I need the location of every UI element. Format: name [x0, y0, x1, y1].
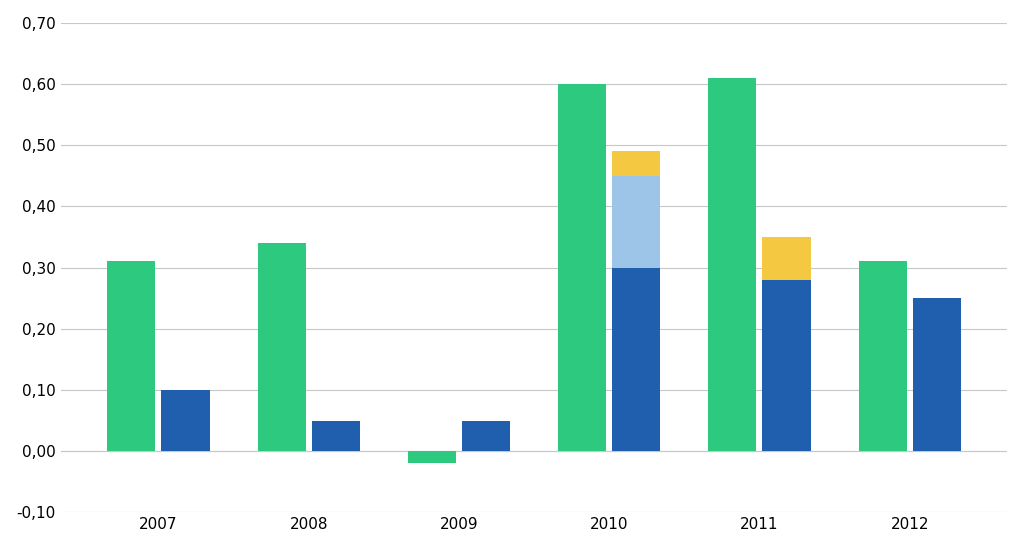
Bar — [408, 451, 456, 463]
Bar — [612, 151, 660, 176]
Bar — [162, 390, 210, 451]
Bar — [912, 298, 961, 451]
Bar — [108, 261, 156, 451]
Bar — [612, 176, 660, 267]
Bar — [311, 421, 359, 451]
Bar — [258, 243, 306, 451]
Bar — [709, 78, 757, 451]
Bar — [763, 237, 811, 280]
Bar — [558, 84, 606, 451]
Bar — [462, 421, 510, 451]
Bar — [612, 267, 660, 451]
Bar — [858, 261, 906, 451]
Bar — [763, 280, 811, 451]
